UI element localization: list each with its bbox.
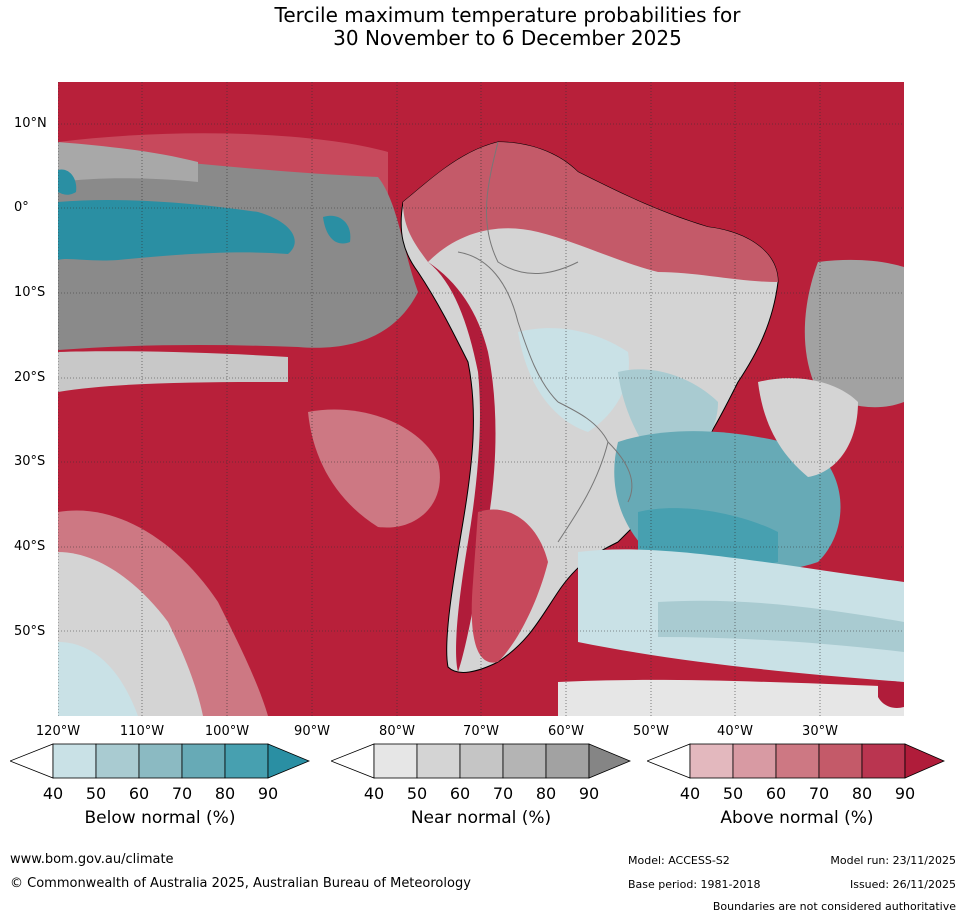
lat-label-40s: 40°S <box>14 539 46 554</box>
region-below-normal-pacific-small <box>323 215 351 244</box>
country-borders <box>457 141 633 543</box>
tick-below-60: 60 <box>128 784 150 803</box>
title-line-1: Tercile maximum temperature probabilitie… <box>274 3 741 27</box>
border-uruguay <box>607 441 633 503</box>
lon-label-30w: 30°W <box>802 724 838 739</box>
lat-label-30s: 30°S <box>14 454 46 469</box>
base-period-text: Base period: 1981-2018 <box>628 878 761 891</box>
colorbar-above-normal <box>645 743 946 779</box>
colorbar-above-swatch-5 <box>861 743 906 779</box>
lon-label-110w: 110°W <box>119 724 165 739</box>
legend-near-normal: 40 50 60 70 80 90 <box>329 740 632 803</box>
lat-label-50s: 50°S <box>14 624 46 639</box>
region-below-normal-pacific <box>58 200 295 261</box>
colorbar-above-swatch-2 <box>732 743 777 779</box>
colorbar-near-normal <box>329 743 632 779</box>
legend-near-label: Near normal (%) <box>410 808 552 828</box>
probability-map <box>58 82 904 716</box>
region-near-light-far-south <box>558 679 904 716</box>
colorbar-below-normal <box>8 743 311 779</box>
colorbar-below-swatch-5 <box>224 743 269 779</box>
lon-label-40w: 40°W <box>717 724 753 739</box>
tick-below-50: 50 <box>85 784 107 803</box>
lat-label-equator: 0° <box>14 200 29 215</box>
tick-below-40: 40 <box>42 784 64 803</box>
tick-above-40: 40 <box>679 784 701 803</box>
colorbar-near-swatch-4 <box>502 743 547 779</box>
tick-near-60: 60 <box>449 784 471 803</box>
region-below-southwest <box>58 642 138 716</box>
border-peru-brazil <box>457 251 559 403</box>
colorbar-near-swatch-0 <box>329 743 375 779</box>
model-text: Model: ACCESS-S2 <box>628 854 730 867</box>
lon-label-100w: 100°W <box>204 724 250 739</box>
tick-near-80: 80 <box>535 784 557 803</box>
region-below-normal-edge <box>58 169 77 195</box>
colorbar-near-swatch-3 <box>459 743 504 779</box>
region-near-light-pacific <box>58 142 198 182</box>
tick-below-70: 70 <box>171 784 193 803</box>
region-below-band-south-atlantic <box>658 600 904 652</box>
website-link[interactable]: www.bom.gov.au/climate <box>10 852 174 867</box>
region-above-light-pacific <box>308 409 440 528</box>
tick-near-90: 90 <box>578 784 600 803</box>
lon-label-70w: 70°W <box>463 724 499 739</box>
tick-below-80: 80 <box>214 784 236 803</box>
colorbar-below-swatch-1 <box>52 743 97 779</box>
copyright-text: © Commonwealth of Australia 2025, Austra… <box>10 876 471 891</box>
tick-below-90: 90 <box>257 784 279 803</box>
colorbar-below-swatch-2 <box>95 743 140 779</box>
region-above-patagonia <box>471 509 548 663</box>
tick-above-70: 70 <box>808 784 830 803</box>
colorbar-near-swatch-2 <box>416 743 461 779</box>
tick-above-50: 50 <box>722 784 744 803</box>
map-canvas <box>58 82 904 716</box>
legend-above-label: Above normal (%) <box>720 808 874 828</box>
colorbar-below-swatch-4 <box>181 743 226 779</box>
tick-above-60: 60 <box>765 784 787 803</box>
legend-below-label: Below normal (%) <box>84 808 236 828</box>
lon-label-120w: 120°W <box>35 724 81 739</box>
lat-label-10s: 10°S <box>14 285 46 300</box>
region-below-light-interior <box>518 328 629 432</box>
lon-label-90w: 90°W <box>294 724 330 739</box>
lon-label-60w: 60°W <box>548 724 584 739</box>
graticule <box>58 82 904 716</box>
colorbar-above-swatch-1 <box>689 743 734 779</box>
disclaimer-text: Boundaries are not considered authoritat… <box>712 900 956 913</box>
colorbar-near-swatch-5 <box>545 743 590 779</box>
colorbar-below-swatch-0 <box>8 743 54 779</box>
lat-label-10n: 10°N <box>14 116 47 131</box>
tick-near-40: 40 <box>363 784 385 803</box>
colorbar-above-swatch-6 <box>904 743 946 779</box>
colorbar-below-swatch-6 <box>267 743 311 779</box>
map-title: Tercile maximum temperature probabilitie… <box>0 4 965 50</box>
legend-below-normal: 40 50 60 70 80 90 <box>8 740 311 803</box>
region-near-normal-east-atlantic <box>804 259 904 408</box>
region-above-north-sa <box>403 142 778 282</box>
legend-above-normal: 40 50 60 70 80 90 <box>645 740 947 803</box>
colorbar-above-swatch-4 <box>818 743 863 779</box>
lat-label-20s: 20°S <box>14 370 46 385</box>
lon-label-50w: 50°W <box>633 724 669 739</box>
colorbar-above-swatch-3 <box>775 743 820 779</box>
tick-near-70: 70 <box>492 784 514 803</box>
colorbar-above-swatch-0 <box>645 743 691 779</box>
tick-above-80: 80 <box>851 784 873 803</box>
tick-near-50: 50 <box>406 784 428 803</box>
model-run-text: Model run: 23/11/2025 <box>830 854 956 867</box>
colorbar-near-swatch-6 <box>588 743 632 779</box>
colorbar-below-swatch-3 <box>138 743 183 779</box>
issued-text: Issued: 26/11/2025 <box>849 878 956 891</box>
title-line-2: 30 November to 6 December 2025 <box>333 26 682 50</box>
tick-above-90: 90 <box>894 784 916 803</box>
region-near-light-south <box>58 351 288 392</box>
region-near-light-atlantic <box>758 378 858 477</box>
border-colombia-venezuela <box>485 141 579 275</box>
region-above-southeast-corner <box>878 681 904 708</box>
colorbar-near-swatch-1 <box>373 743 418 779</box>
lon-label-80w: 80°W <box>379 724 415 739</box>
